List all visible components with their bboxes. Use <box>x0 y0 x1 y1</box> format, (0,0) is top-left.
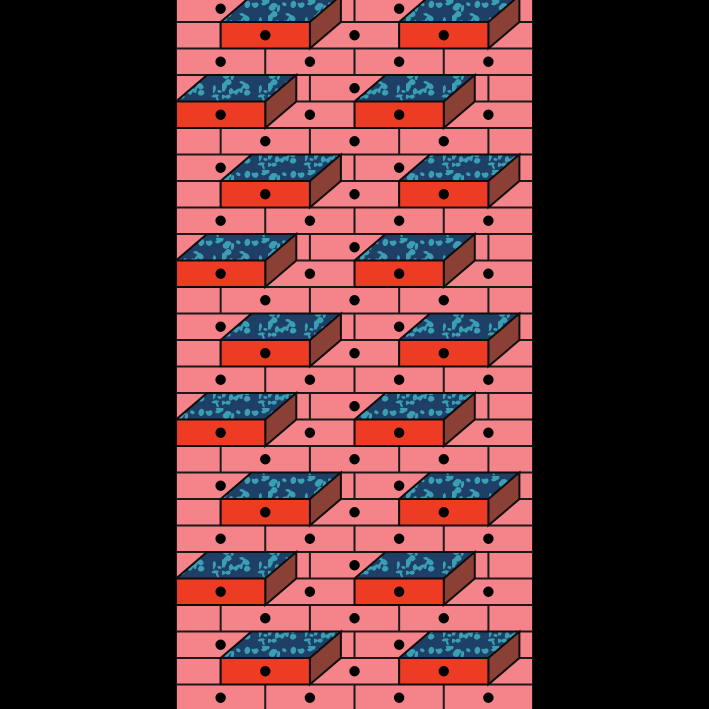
brick-dot <box>393 56 405 67</box>
brick-dot <box>304 427 316 438</box>
box-dot <box>260 30 271 41</box>
isometric-box <box>351 72 478 131</box>
brick-dot <box>349 242 360 253</box>
box-dot <box>260 666 271 677</box>
isometric-box <box>176 72 299 131</box>
brick-dot <box>260 136 271 147</box>
brick-dot <box>349 30 360 41</box>
isometric-box <box>396 311 523 369</box>
isometric-box <box>396 0 521 51</box>
box-dot <box>215 427 226 438</box>
brick-dot <box>483 56 494 67</box>
brick-dot <box>215 56 226 67</box>
brick-dot <box>483 215 494 226</box>
brick-dot <box>260 454 271 465</box>
brick-dot <box>349 83 360 94</box>
brick-dot <box>349 136 360 147</box>
brick-dot <box>393 374 405 385</box>
isometric-box <box>176 390 299 449</box>
brick-dot <box>349 560 360 571</box>
brick-dot <box>304 56 316 67</box>
brick-dot <box>215 321 226 332</box>
isometric-box <box>217 0 342 51</box>
brick-dot <box>304 692 316 703</box>
brick-dot <box>438 295 449 306</box>
brick-dot <box>483 374 494 385</box>
brick-dot <box>483 692 494 703</box>
brick-dot <box>215 692 226 703</box>
box-dot <box>260 348 271 359</box>
isometric-box <box>351 549 478 608</box>
box-dot <box>438 666 449 677</box>
brick-dot <box>304 374 316 385</box>
brick-dot <box>438 613 449 624</box>
isometric-box <box>396 470 523 528</box>
brick-dot <box>393 321 405 332</box>
box-dot <box>438 189 449 200</box>
brick-dot <box>260 613 271 624</box>
isometric-box <box>396 629 523 687</box>
box-dot <box>393 268 405 279</box>
box-dot <box>393 586 405 597</box>
box-dot <box>393 109 405 120</box>
box-dot <box>438 348 449 359</box>
brick-dot <box>304 215 316 226</box>
brick-dot <box>349 401 360 412</box>
isometric-box <box>176 549 299 608</box>
box-dot <box>393 427 405 438</box>
isometric-box <box>217 470 344 528</box>
brick-dot <box>393 215 405 226</box>
brick-dot <box>438 136 449 147</box>
brick-dot <box>349 613 360 624</box>
brick-dot <box>393 162 405 173</box>
isometric-box <box>217 311 344 369</box>
box-dot <box>215 268 226 279</box>
brick-dot <box>483 268 494 279</box>
box-dot <box>260 189 271 200</box>
brick-dot <box>349 507 360 518</box>
brick-dot <box>215 162 226 173</box>
box-dot <box>260 507 271 518</box>
isometric-box <box>217 629 344 687</box>
brick-dot <box>304 586 316 597</box>
brick-dot <box>215 480 226 491</box>
brick-dot <box>215 215 226 226</box>
brick-pattern-svg <box>176 0 533 709</box>
isometric-box <box>176 231 299 290</box>
brick-dot <box>349 666 360 677</box>
brick-dot <box>483 533 494 544</box>
brick-dot <box>393 533 405 544</box>
brick-dot <box>215 374 226 385</box>
box-dot <box>215 586 226 597</box>
brick-dot <box>215 533 226 544</box>
brick-dot <box>304 533 316 544</box>
brick-dot <box>349 454 360 465</box>
brick-dot <box>393 3 405 14</box>
brick-dot <box>349 348 360 359</box>
isometric-box <box>351 231 478 290</box>
brick-dot <box>349 295 360 306</box>
isometric-box <box>217 152 344 210</box>
brick-dot <box>483 427 494 438</box>
box-dot <box>438 507 449 518</box>
isometric-box <box>396 152 523 210</box>
brick-dot <box>215 639 226 650</box>
box-dot <box>215 109 226 120</box>
box-dot <box>438 30 449 41</box>
brick-dot <box>260 295 271 306</box>
brick-dot <box>393 692 405 703</box>
brick-dot <box>393 480 405 491</box>
brick-dot <box>483 109 494 120</box>
brick-dot <box>215 3 226 14</box>
brick-dot <box>438 454 449 465</box>
brick-dot <box>304 109 316 120</box>
brick-dot <box>304 268 316 279</box>
brick-dot <box>483 586 494 597</box>
brick-dot <box>349 189 360 200</box>
isometric-box <box>351 390 478 449</box>
brick-pattern-panel <box>176 0 533 709</box>
brick-dot <box>393 639 405 650</box>
